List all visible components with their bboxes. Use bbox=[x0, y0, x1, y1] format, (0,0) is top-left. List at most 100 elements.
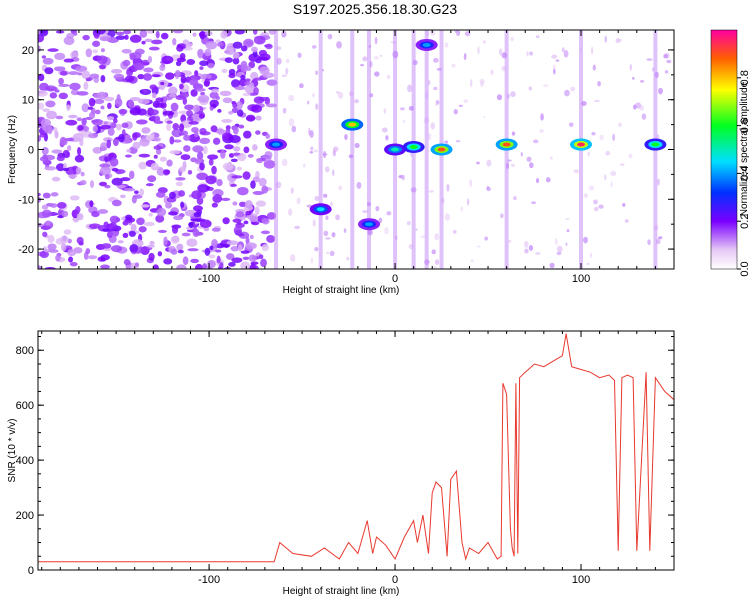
noise-blob bbox=[175, 60, 182, 67]
noise-blob bbox=[617, 122, 622, 127]
noise-blob bbox=[290, 254, 296, 262]
noise-blob bbox=[106, 231, 113, 239]
noise-blob bbox=[110, 68, 123, 74]
noise-blob bbox=[145, 183, 154, 187]
noise-blob bbox=[610, 170, 617, 177]
noise-blob bbox=[186, 238, 198, 247]
noise-blob bbox=[211, 202, 218, 208]
noise-blob bbox=[228, 261, 236, 267]
noise-blob bbox=[42, 231, 48, 238]
noise-blob bbox=[264, 96, 271, 105]
noise-blob bbox=[121, 122, 129, 129]
noise-blob bbox=[143, 73, 153, 81]
noise-blob bbox=[168, 94, 177, 98]
snr-series-line bbox=[38, 333, 674, 563]
noise-blob bbox=[533, 139, 539, 144]
noise-blob bbox=[100, 142, 108, 151]
noise-blob bbox=[178, 190, 186, 197]
noise-blob bbox=[486, 186, 492, 192]
noise-blob bbox=[214, 193, 220, 199]
noise-blob bbox=[224, 144, 234, 150]
noise-blob bbox=[312, 219, 316, 227]
noise-blob bbox=[124, 134, 131, 140]
noise-blob bbox=[89, 180, 95, 189]
noise-blob bbox=[128, 230, 136, 237]
noise-blob bbox=[593, 206, 599, 212]
noise-blob bbox=[74, 154, 85, 163]
colorbar bbox=[710, 29, 738, 270]
noise-blob bbox=[545, 177, 551, 183]
noise-blob bbox=[68, 174, 78, 178]
noise-blob bbox=[211, 239, 218, 249]
noise-blob bbox=[68, 71, 79, 76]
noise-blob bbox=[129, 52, 136, 57]
noise-blob bbox=[564, 89, 570, 97]
noise-blob bbox=[104, 174, 110, 180]
heatmap-feature-core bbox=[365, 222, 374, 227]
noise-blob bbox=[386, 74, 391, 80]
noise-blob bbox=[486, 159, 492, 167]
noise-blob bbox=[204, 78, 210, 87]
noise-blob bbox=[79, 180, 87, 186]
noise-blob bbox=[153, 145, 163, 150]
noise-blob bbox=[383, 108, 386, 114]
noise-blob bbox=[207, 62, 215, 69]
noise-blob bbox=[597, 80, 601, 87]
noise-blob bbox=[194, 70, 199, 77]
spec-xlabel: Height of straight line (km) bbox=[283, 285, 400, 296]
noise-blob bbox=[92, 146, 103, 154]
noise-blob bbox=[81, 70, 91, 80]
noise-blob bbox=[407, 84, 413, 93]
noise-blob bbox=[184, 104, 195, 111]
noise-blob bbox=[309, 151, 314, 154]
noise-blob bbox=[333, 146, 339, 152]
noise-blob bbox=[80, 171, 85, 177]
noise-blob bbox=[124, 34, 129, 40]
noise-blob bbox=[460, 206, 463, 212]
noise-blob bbox=[99, 124, 111, 130]
noise-blob bbox=[510, 91, 516, 98]
noise-blob bbox=[39, 30, 49, 37]
noise-blob bbox=[183, 145, 191, 152]
noise-blob bbox=[605, 150, 611, 156]
heatmap-feature-core bbox=[577, 142, 586, 147]
heatmap-feature-core bbox=[422, 42, 431, 47]
noise-blob bbox=[149, 240, 155, 245]
noise-blob bbox=[587, 151, 590, 157]
noise-blob bbox=[41, 55, 47, 59]
noise-blob bbox=[590, 46, 594, 55]
noise-blob bbox=[44, 266, 56, 269]
noise-blob bbox=[156, 207, 167, 217]
noise-blob bbox=[170, 248, 178, 255]
noise-blob bbox=[242, 171, 251, 180]
noise-blob bbox=[240, 250, 250, 254]
noise-blob bbox=[236, 166, 242, 171]
noise-blob bbox=[386, 211, 392, 216]
noise-blob bbox=[624, 219, 629, 223]
noise-blob bbox=[331, 232, 336, 238]
noise-blob bbox=[45, 110, 57, 120]
noise-blob bbox=[259, 66, 270, 75]
noise-blob bbox=[196, 172, 208, 181]
noise-blob bbox=[231, 175, 243, 179]
noise-blob bbox=[186, 109, 193, 117]
noise-blob bbox=[528, 162, 534, 169]
noise-blob bbox=[354, 142, 360, 149]
noise-blob bbox=[163, 169, 171, 175]
noise-blob bbox=[315, 70, 318, 75]
noise-blob bbox=[191, 190, 202, 200]
noise-blob bbox=[235, 101, 243, 110]
noise-blob bbox=[400, 107, 405, 111]
noise-blob bbox=[181, 232, 191, 237]
noise-blob bbox=[73, 31, 78, 36]
noise-blob bbox=[238, 124, 245, 129]
noise-blob bbox=[143, 67, 154, 73]
noise-blob bbox=[500, 213, 504, 219]
noise-blob bbox=[291, 125, 297, 133]
noise-blob bbox=[374, 71, 380, 77]
snr-xtick-label: -100 bbox=[198, 574, 220, 586]
noise-blob bbox=[384, 227, 389, 235]
noise-blob bbox=[531, 201, 537, 205]
noise-blob bbox=[68, 114, 78, 119]
noise-blob bbox=[176, 44, 184, 52]
